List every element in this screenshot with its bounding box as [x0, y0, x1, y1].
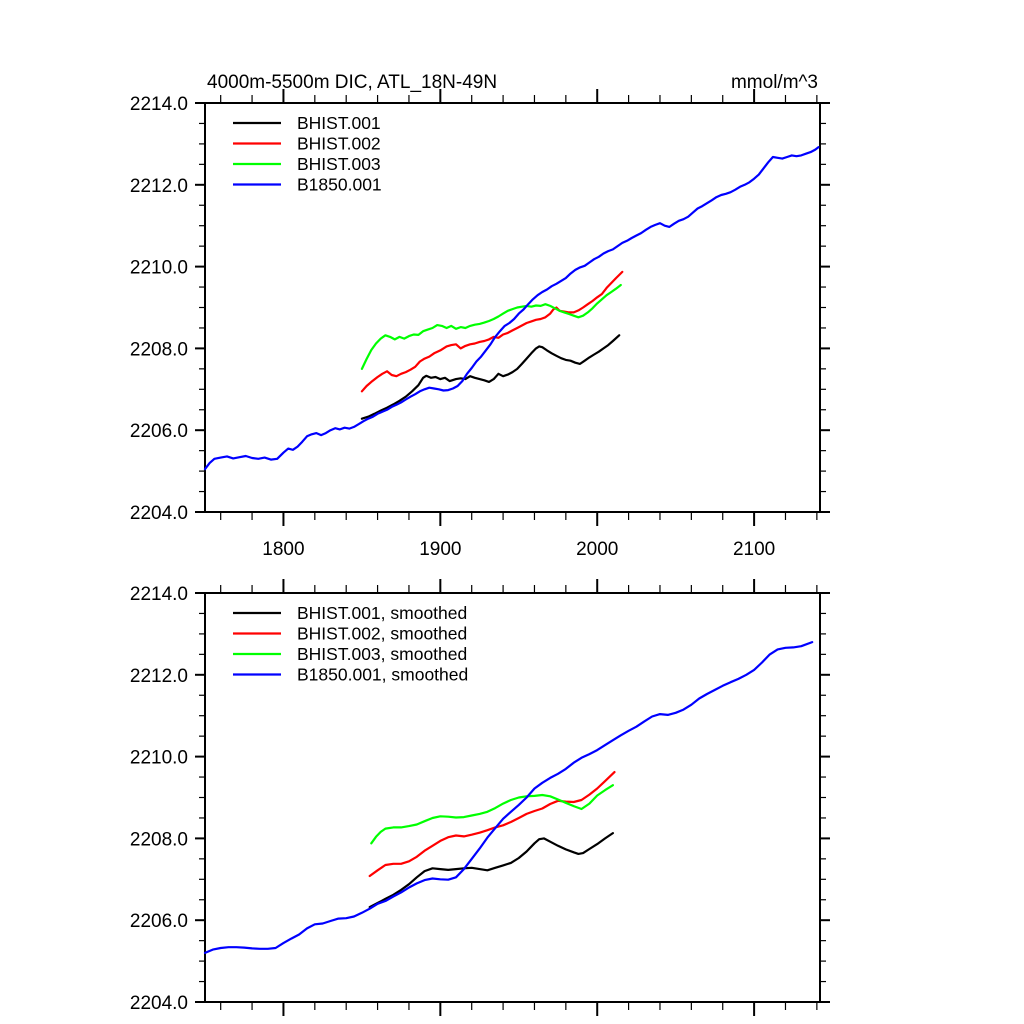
y-axis-labels: 2214.0 2212.0 2210.0 2208.0 2206.0 2204.0 [130, 584, 188, 1014]
series-line-BHIST.002 [360, 270, 624, 393]
legend-label-B1850.001: B1850.001 [297, 175, 382, 195]
y-tick-label-2210.0: 2210.0 [130, 748, 188, 769]
y-tick-label-2212.0: 2212.0 [130, 666, 188, 687]
legend-label-BHIST.002-smoothed: BHIST.002, smoothed [297, 624, 467, 644]
y-tick-label-2208.0: 2208.0 [130, 339, 188, 360]
y-tick-label-2212.0: 2212.0 [130, 176, 188, 197]
x-tick-label-1900: 1900 [419, 539, 461, 560]
series-line-BHIST.003-smoothed [370, 784, 615, 845]
y-tick-label-2204.0: 2204.0 [130, 993, 188, 1014]
y-axis-labels: 2214.0 2212.0 2210.0 2208.0 2206.0 2204.0 [130, 94, 188, 524]
y-tick-label-2206.0: 2206.0 [130, 421, 188, 442]
y-tick-label-2208.0: 2208.0 [130, 829, 188, 850]
series-line-BHIST.003 [360, 283, 622, 370]
panel-1: 1800 1900 2000 2100 2214.0 2212.0 2210.0 2208.0… [130, 72, 830, 560]
legend-label-B1850.001-smoothed: B1850.001, smoothed [297, 665, 468, 685]
y-tick-label-2204.0: 2204.0 [130, 503, 188, 524]
x-tick-label-2100: 2100 [733, 539, 775, 560]
series-line-BHIST.001 [360, 334, 621, 420]
legend-label-BHIST.002: BHIST.002 [297, 134, 381, 154]
legend-label-BHIST.003: BHIST.003 [297, 154, 381, 174]
x-axis-labels: 1800 1900 2000 2100 [262, 539, 775, 560]
series-line-BHIST.001-smoothed [368, 831, 615, 909]
x-tick-label-1800: 1800 [262, 539, 304, 560]
unit-label: mmol/m^3 [731, 72, 818, 93]
x-tick-label-2000: 2000 [576, 539, 618, 560]
y-tick-label-2206.0: 2206.0 [130, 911, 188, 932]
series-line-B1850.001-smoothed [203, 640, 814, 955]
y-tick-label-2210.0: 2210.0 [130, 258, 188, 279]
series-line-BHIST.002-smoothed [368, 770, 616, 878]
legend-label-BHIST.001: BHIST.001 [297, 113, 381, 133]
y-tick-label-2214.0: 2214.0 [130, 584, 188, 605]
legend-label-BHIST.003-smoothed: BHIST.003, smoothed [297, 644, 467, 664]
series-line-B1850.001 [203, 146, 820, 471]
y-tick-label-2214.0: 2214.0 [130, 94, 188, 115]
chart-title: 4000m-5500m DIC, ATL_18N-49N [207, 72, 497, 93]
y-axis-ticks [195, 592, 830, 1003]
legend-label-BHIST.001-smoothed: BHIST.001, smoothed [297, 603, 467, 623]
x-axis-ticks [220, 579, 818, 1016]
y-axis-ticks [195, 102, 830, 513]
x-axis-ticks [220, 89, 818, 526]
panel-2: 2214.0 2212.0 2210.0 2208.0 2206.0 2204.0 BHIS… [130, 579, 830, 1016]
